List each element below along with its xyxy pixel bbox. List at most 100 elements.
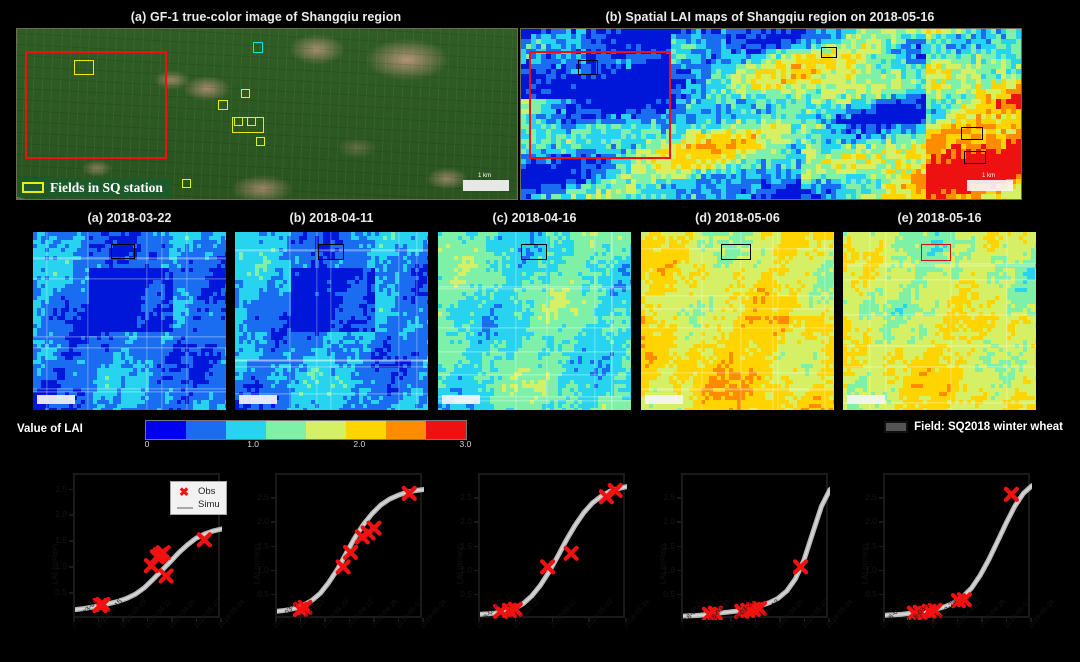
y-tick-2-1: 1.0 bbox=[460, 564, 472, 575]
x-tickmark-2-1 bbox=[514, 618, 517, 622]
fields-legend: Fields in SQ station bbox=[17, 178, 171, 197]
legend-row-obs: ✖ Obs bbox=[177, 485, 220, 498]
field-marker-2 bbox=[218, 100, 228, 110]
x-tickmark-0-0 bbox=[73, 618, 75, 622]
x-tickmark-2-2 bbox=[551, 618, 554, 622]
lai-raster-large bbox=[521, 29, 1021, 199]
colorbar-seg-1 bbox=[186, 421, 226, 439]
row2-panel-4[interactable] bbox=[843, 232, 1036, 410]
y-tickmark-4-3 bbox=[879, 521, 883, 523]
row2-panel-2[interactable] bbox=[438, 232, 631, 410]
y-tick-0-4: 2.5 bbox=[55, 483, 67, 494]
lai-raster-svg bbox=[521, 29, 1021, 199]
field-marker-6 bbox=[256, 137, 265, 146]
colorbar-seg-2 bbox=[226, 421, 266, 439]
y-tickmark-1-2 bbox=[271, 545, 275, 548]
y-tick-2-4: 2.5 bbox=[460, 492, 472, 503]
colorbar-tick-3: 3.0 bbox=[459, 439, 472, 449]
y-tick-1-4: 2.5 bbox=[257, 492, 269, 503]
y-tick-0-0: 0.5 bbox=[55, 587, 67, 598]
y-tick-3-1: 1.0 bbox=[663, 564, 675, 575]
scalebar-row2-2 bbox=[442, 395, 480, 404]
y-tick-4-4: 2.5 bbox=[865, 492, 877, 503]
y-tick-0-3: 2.0 bbox=[55, 509, 67, 520]
row2-panel-3[interactable] bbox=[641, 232, 834, 410]
lai-map-4 bbox=[843, 232, 1036, 410]
legend-row-simu: Simu bbox=[177, 498, 220, 511]
lai-field-box-4 bbox=[964, 151, 986, 164]
field-swatch-icon bbox=[22, 182, 44, 193]
satellite-image-panel[interactable]: 1 km bbox=[16, 28, 518, 200]
y-tick-3-4: 2.5 bbox=[663, 492, 675, 503]
y-tickmark-3-4 bbox=[677, 497, 681, 499]
field-legend-right: Field: SQ2018 winter wheat bbox=[884, 421, 1063, 433]
y-tick-1-3: 2.0 bbox=[257, 516, 269, 527]
row2-title-4: (e) 2018-05-16 bbox=[897, 211, 982, 225]
y-tickmark-2-0 bbox=[474, 593, 478, 596]
target-field-box-3 bbox=[721, 244, 751, 260]
x-tickmark-4-0 bbox=[883, 618, 885, 622]
lai-map-0 bbox=[33, 232, 226, 410]
colorbar-seg-6 bbox=[386, 421, 426, 439]
x-tickmark-1-1 bbox=[299, 618, 302, 622]
scalebar-label-right: 1 km bbox=[981, 173, 995, 179]
row3-chart-4[interactable]: LAI (m²/m²) (e) SQ-F05-2018 0.51.01.52.0… bbox=[843, 465, 1056, 662]
chart-legend-0: ✖ Obs Simu bbox=[170, 481, 227, 515]
target-field-box-2 bbox=[521, 244, 547, 260]
x-tickmark-3-1 bbox=[705, 618, 708, 622]
y-tick-3-3: 2.0 bbox=[663, 516, 675, 527]
y-tick-4-2: 1.5 bbox=[865, 540, 877, 551]
x-tickmark-3-5 bbox=[803, 618, 806, 622]
row2-panel-1[interactable] bbox=[235, 232, 428, 410]
x-tickmark-3-3 bbox=[754, 618, 757, 622]
plot-area-3 bbox=[681, 473, 830, 620]
y-tickmark-2-3 bbox=[474, 521, 478, 523]
x-tickmark-0-1 bbox=[97, 618, 100, 622]
lai-map-panel[interactable]: 1 km bbox=[520, 28, 1022, 200]
y-tick-2-3: 2.0 bbox=[460, 516, 472, 527]
colorbar-tick-1: 1.0 bbox=[247, 439, 260, 449]
scalebar-row2-3 bbox=[645, 395, 683, 404]
row3-chart-1[interactable]: LAI (m²/m²) (b) SQ-F02-2018 0.51.01.52.0… bbox=[235, 465, 448, 662]
y-tick-1-2: 1.5 bbox=[257, 540, 269, 551]
x-tickmark-4-2 bbox=[932, 618, 934, 622]
y-tickmark-2-4 bbox=[474, 497, 478, 499]
y-tick-0-1: 1.0 bbox=[55, 561, 67, 572]
plot-area-2 bbox=[478, 473, 627, 619]
y-tickmark-0-0 bbox=[69, 592, 73, 594]
y-tick-1-0: 0.5 bbox=[257, 588, 269, 599]
scalebar-row2-4 bbox=[847, 395, 885, 404]
colorbar-row: Value of LAI 0 1.0 2.0 3.0 Field: SQ2018 wi… bbox=[17, 418, 1063, 452]
lai-field-box-3 bbox=[961, 127, 983, 140]
y-tickmark-1-1 bbox=[271, 569, 275, 572]
row2-title-1: (b) 2018-04-11 bbox=[289, 211, 374, 225]
y-tick-4-3: 2.0 bbox=[865, 516, 877, 527]
scalebar-row2-1 bbox=[239, 395, 277, 404]
x-tickmark-3-6 bbox=[828, 618, 830, 622]
row3-chart-2[interactable]: LAI (m²/m²) (c) SQ-F03-2018 0.51.01.52.0… bbox=[438, 465, 651, 662]
y-tickmark-0-2 bbox=[69, 540, 73, 542]
x-tickmark-0-6 bbox=[220, 618, 222, 622]
colorbar-label: Value of LAI bbox=[17, 423, 83, 435]
fields-legend-label: Fields in SQ station bbox=[50, 179, 163, 195]
x-tickmark-1-3 bbox=[348, 618, 351, 622]
x-tickmark-3-4 bbox=[779, 618, 781, 622]
field-box-swatch-icon bbox=[884, 421, 909, 433]
y-tickmark-2-2 bbox=[474, 545, 478, 548]
y-tick-2-2: 1.5 bbox=[460, 540, 472, 551]
row2-panel-0[interactable] bbox=[33, 232, 226, 410]
y-tickmark-4-2 bbox=[879, 545, 883, 548]
x-tickmark-1-4 bbox=[373, 618, 375, 622]
y-tickmark-0-3 bbox=[69, 514, 73, 517]
y-tick-3-2: 1.5 bbox=[663, 540, 675, 551]
x-tickmark-4-1 bbox=[907, 618, 910, 622]
y-tick-0-2: 1.5 bbox=[55, 535, 67, 546]
row3-chart-0[interactable]: LAI (m²/m²) (a) SQ-F01-2018 ✖ Obs Simu 0… bbox=[33, 465, 246, 662]
x-tickmark-1-6 bbox=[422, 618, 424, 622]
row3-chart-3[interactable]: LAI (m²/m²) (d) SQ-F04-2018 0.51.01.52.0… bbox=[641, 465, 854, 662]
field-marker-5 bbox=[241, 89, 250, 98]
simu-line-icon bbox=[177, 499, 193, 511]
plot-area-1 bbox=[275, 473, 424, 618]
colorbar-seg-0 bbox=[146, 421, 186, 439]
